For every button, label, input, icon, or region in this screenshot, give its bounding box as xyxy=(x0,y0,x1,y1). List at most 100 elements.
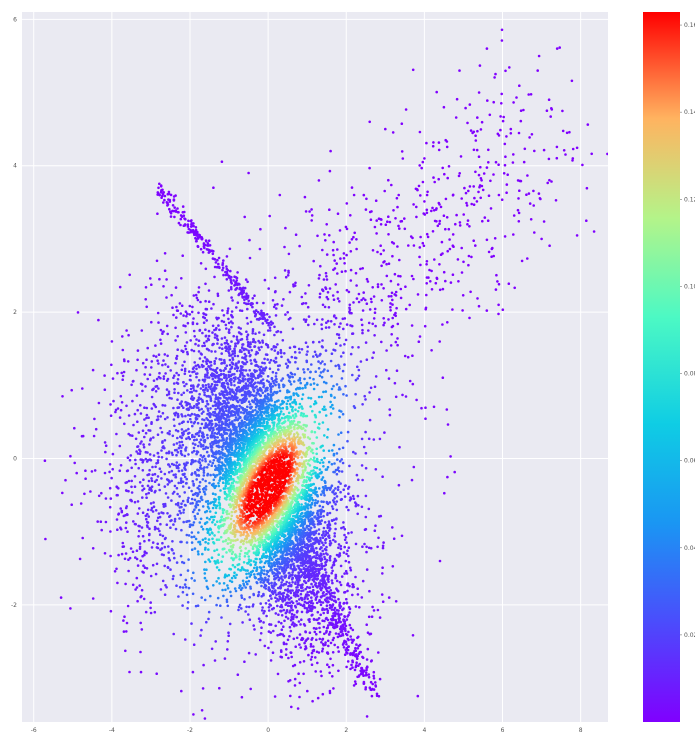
scatter-point xyxy=(310,208,313,211)
scatter-point xyxy=(442,105,446,109)
scatter-point xyxy=(367,329,370,332)
scatter-points xyxy=(43,28,608,720)
scatter-point xyxy=(76,311,80,314)
scatter-point xyxy=(69,607,72,610)
scatter-point xyxy=(339,544,343,548)
scatter-point xyxy=(345,665,348,669)
scatter-point xyxy=(325,616,328,620)
scatter-point xyxy=(350,238,354,241)
scatter-point xyxy=(263,644,267,648)
scatter-point xyxy=(219,397,222,400)
scatter-point xyxy=(235,369,239,373)
scatter-point xyxy=(327,535,330,538)
scatter-point xyxy=(345,253,348,257)
scatter-point xyxy=(213,389,216,393)
scatter-point xyxy=(143,566,147,569)
scatter-point xyxy=(296,707,300,710)
scatter-point xyxy=(391,316,395,320)
scatter-point xyxy=(280,581,283,584)
scatter-point xyxy=(167,463,170,466)
scatter-point xyxy=(351,585,355,589)
scatter-point xyxy=(195,234,198,237)
scatter-point xyxy=(244,369,248,372)
scatter-point xyxy=(267,630,271,633)
scatter-point xyxy=(222,320,226,324)
scatter-point xyxy=(267,586,271,589)
scatter-point xyxy=(311,585,315,588)
scatter-point xyxy=(160,456,164,459)
scatter-point xyxy=(298,695,301,699)
scatter-point xyxy=(333,492,336,496)
scatter-point xyxy=(227,317,230,321)
scatter-point xyxy=(365,302,369,306)
scatter-point xyxy=(81,536,84,540)
scatter-point xyxy=(288,346,292,350)
scatter-point xyxy=(183,369,187,373)
scatter-point xyxy=(369,218,373,221)
scatter-point xyxy=(390,333,394,336)
scatter-point xyxy=(206,407,209,410)
scatter-point xyxy=(209,368,213,371)
scatter-point xyxy=(278,364,282,367)
scatter-point xyxy=(244,358,248,361)
scatter-point xyxy=(486,219,490,222)
scatter-point xyxy=(201,344,204,348)
scatter-point xyxy=(555,156,559,160)
scatter-point xyxy=(323,608,326,611)
scatter-point xyxy=(229,269,232,273)
scatter-point xyxy=(144,431,148,435)
scatter-point xyxy=(373,529,377,532)
scatter-point xyxy=(188,313,192,316)
scatter-point xyxy=(495,273,498,277)
scatter-point xyxy=(154,527,158,530)
scatter-point xyxy=(204,335,208,338)
scatter-point xyxy=(497,134,501,137)
scatter-point xyxy=(327,306,331,309)
scatter-point xyxy=(175,448,178,452)
scatter-point xyxy=(342,393,345,396)
scatter-point xyxy=(157,186,160,190)
scatter-point xyxy=(154,405,158,409)
scatter-point xyxy=(163,439,167,442)
scatter-point xyxy=(339,498,343,502)
scatter-point xyxy=(93,469,97,472)
scatter-point xyxy=(150,283,153,287)
scatter-point xyxy=(168,432,171,436)
scatter-point xyxy=(462,213,466,216)
scatter-point xyxy=(303,195,307,199)
scatter-point xyxy=(206,402,210,406)
scatter-point xyxy=(225,347,229,351)
scatter-point xyxy=(277,368,280,371)
scatter-point xyxy=(127,558,130,561)
scatter-point xyxy=(339,257,342,260)
scatter-point xyxy=(159,470,163,474)
scatter-point xyxy=(342,257,346,260)
scatter-point xyxy=(217,262,220,266)
scatter-point xyxy=(341,632,345,636)
scatter-point xyxy=(347,508,350,512)
scatter-point xyxy=(545,109,549,112)
scatter-point xyxy=(390,325,394,329)
scatter-point xyxy=(512,153,515,156)
scatter-point xyxy=(438,559,442,563)
scatter-point xyxy=(300,302,304,306)
scatter-point xyxy=(84,477,87,481)
scatter-point xyxy=(186,225,190,228)
scatter-point xyxy=(329,589,333,592)
scatter-point xyxy=(372,674,376,678)
scatter-point xyxy=(284,595,288,599)
scatter-point xyxy=(316,610,320,614)
scatter-point xyxy=(266,358,270,361)
scatter-point xyxy=(337,466,340,470)
scatter-point xyxy=(399,220,403,223)
scatter-point xyxy=(245,335,249,339)
scatter-point xyxy=(390,291,394,295)
scatter-point xyxy=(138,547,142,551)
scatter-point xyxy=(361,579,365,583)
scatter-point xyxy=(316,590,320,593)
scatter-point xyxy=(306,305,310,309)
scatter-point xyxy=(227,634,230,637)
scatter-point xyxy=(302,538,305,542)
scatter-point xyxy=(302,368,305,371)
